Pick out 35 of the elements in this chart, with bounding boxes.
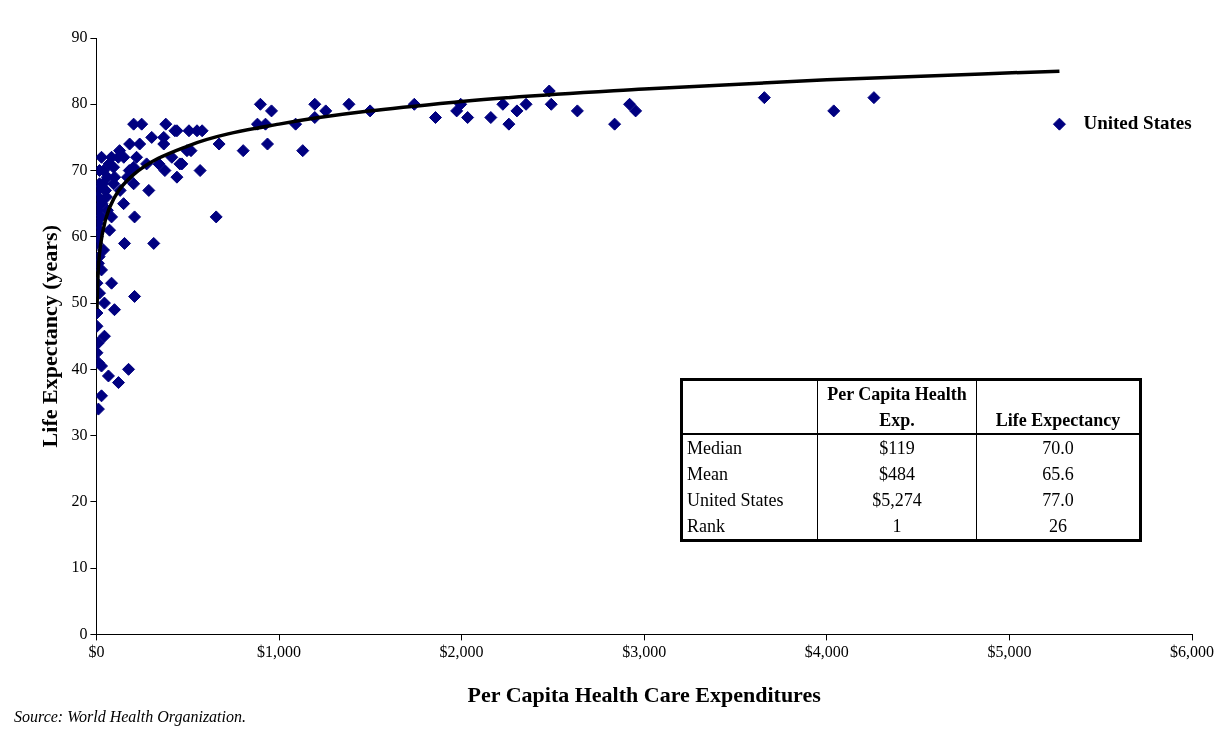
- annotation: $5,274: [817, 487, 977, 513]
- y-tick-label: 50: [71, 293, 88, 311]
- annotation: 70.0: [976, 434, 1141, 461]
- annotation: Per Capita Health Exp.: [817, 379, 977, 434]
- y-tick-label: 80: [71, 94, 88, 112]
- annotation: 77.0: [976, 487, 1141, 513]
- y-tick-label: 40: [71, 359, 88, 377]
- annotation: $484: [817, 461, 977, 487]
- y-tick-label: 60: [71, 227, 88, 244]
- y-tick-label: 0: [79, 624, 88, 642]
- annotation: 1: [817, 513, 977, 541]
- x-tick-label: $1,000: [257, 643, 301, 661]
- annotation: 26: [976, 513, 1141, 541]
- x-axis-title: Per Capita Health Care Expenditures: [467, 682, 822, 708]
- annotation: Median: [681, 434, 818, 461]
- annotation: United States: [1083, 112, 1192, 134]
- y-axis-title: Life Expectancy (years): [36, 225, 62, 448]
- y-tick-label: 20: [71, 492, 88, 510]
- y-tick-label: 70: [71, 160, 88, 178]
- x-tick-label: $5,000: [987, 643, 1032, 661]
- x-tick-label: $2,000: [439, 643, 484, 661]
- y-tick-label: 10: [71, 558, 88, 576]
- annotation: 65.6: [976, 461, 1141, 487]
- annotation: Life Expectancy: [976, 379, 1141, 434]
- annotation: $119: [817, 434, 977, 461]
- x-tick-label: $6,000: [1170, 643, 1214, 661]
- annotation: United States: [681, 487, 818, 513]
- y-tick-label: 90: [71, 28, 88, 46]
- y-tick-label: 30: [71, 425, 88, 443]
- x-tick-label: $3,000: [622, 643, 667, 661]
- x-tick-label: $0: [88, 643, 105, 661]
- annotation: Mean: [681, 461, 818, 487]
- source-note: Source: World Health Organization.: [14, 708, 246, 726]
- x-tick-label: $4,000: [804, 643, 849, 661]
- annotation: Rank: [681, 513, 818, 541]
